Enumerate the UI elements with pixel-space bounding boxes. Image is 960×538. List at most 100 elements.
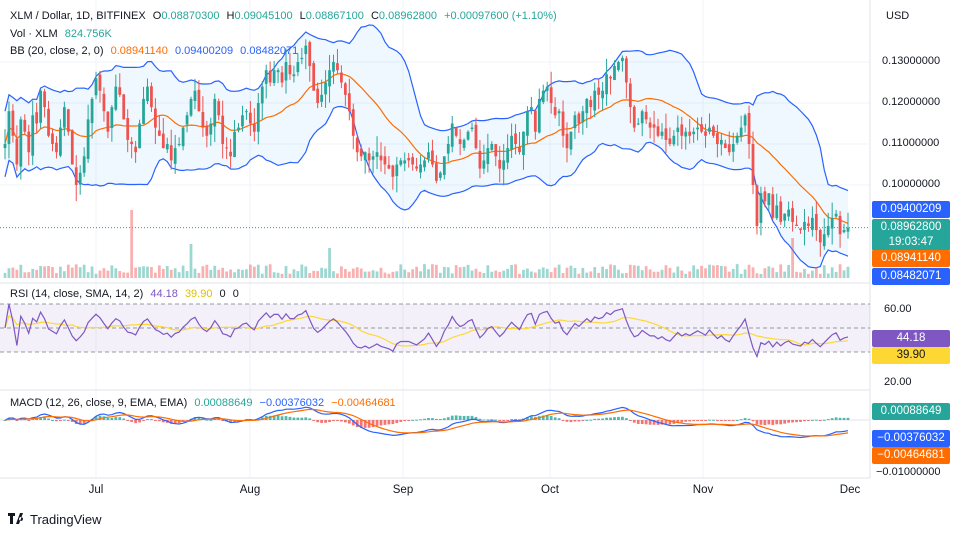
rsi-tag: 44.18 <box>872 330 950 347</box>
candle-body <box>387 164 391 169</box>
candle-body <box>134 146 137 153</box>
macd-hist-bar <box>233 420 236 422</box>
candle-body <box>142 98 145 124</box>
candle-body <box>316 88 320 103</box>
macd-hist-bar <box>27 420 31 421</box>
rsi-tick-0: 60.00 <box>884 303 912 315</box>
volume-bar <box>755 273 759 278</box>
volume-bar <box>118 271 122 278</box>
close-label: C <box>370 10 379 22</box>
candle-body <box>533 110 537 132</box>
volume-label[interactable]: Vol · XLM <box>10 28 58 40</box>
candle-body <box>391 165 395 177</box>
macd-hist-bar <box>142 420 145 421</box>
candle-body <box>676 127 680 132</box>
volume-bar <box>506 268 510 278</box>
volume-bar <box>146 266 149 278</box>
macd-hist-bar <box>94 416 98 420</box>
macd-hist-bar <box>593 418 597 420</box>
candle-body <box>363 152 367 161</box>
volume-bar <box>514 264 517 278</box>
macd-hist-bar <box>340 420 343 422</box>
rsi-pane <box>0 303 870 359</box>
macd-hist-bar <box>43 417 46 420</box>
candle-body <box>3 144 7 149</box>
last-price-tag: 0.08962800 <box>872 219 950 236</box>
symbol-title[interactable]: XLM / Dollar, 1D, BITFINEX <box>10 10 146 22</box>
macd-hist-bar <box>154 420 157 421</box>
candle-body <box>169 145 173 161</box>
candle-body <box>130 141 134 144</box>
candle-body <box>700 124 703 132</box>
candle-body <box>126 117 130 140</box>
candle-body <box>332 62 335 72</box>
volume-bar <box>371 270 375 278</box>
volume-bar <box>458 267 462 278</box>
macd-hist-bar <box>735 419 739 421</box>
macd-hist-bar <box>676 420 680 423</box>
volume-bar <box>478 271 482 278</box>
candle-body <box>51 133 54 144</box>
macd-hist-bar <box>296 417 300 420</box>
macd-hist-bar <box>462 416 466 420</box>
macd-hist-bar <box>795 420 798 423</box>
candle-body <box>347 93 351 112</box>
macd-label[interactable]: MACD (12, 26, close, 9, EMA, EMA) <box>10 397 188 409</box>
volume-bar <box>684 273 688 278</box>
candle-body <box>118 87 122 95</box>
candle-body <box>708 127 711 132</box>
candle-body <box>248 112 252 124</box>
macd-hist-bar <box>15 420 19 421</box>
macd-hist-bar <box>114 417 118 420</box>
volume-bar <box>280 273 284 278</box>
candle-body <box>589 100 593 108</box>
macd-hist-bar <box>763 420 767 426</box>
bollinger-bands <box>0 24 870 269</box>
macd-hist-bar <box>601 418 605 420</box>
candle-body <box>818 229 822 243</box>
candle-body <box>759 193 763 223</box>
macd-hist-bar <box>260 417 264 420</box>
candle-body <box>296 62 300 73</box>
rsi-label[interactable]: RSI (14, close, SMA, 14, 2) <box>10 288 144 300</box>
volume-bar <box>411 269 415 278</box>
candle-body <box>498 159 502 169</box>
macd-hist-bar <box>605 417 608 420</box>
candle-body <box>355 137 359 153</box>
bb-upper-tag: 0.09400209 <box>872 201 950 218</box>
volume-bar <box>173 268 177 278</box>
volume-bar <box>181 265 185 278</box>
volume-bar <box>803 268 806 278</box>
volume-bar <box>27 272 31 278</box>
macd-hist-bar <box>415 419 418 421</box>
candle-body <box>23 119 27 132</box>
volume-bar <box>367 271 371 278</box>
rsi-line <box>4 303 849 359</box>
candle-body <box>454 127 458 136</box>
bb-label[interactable]: BB (20, close, 2, 0) <box>10 45 104 57</box>
macd-hist-bar <box>308 418 312 420</box>
candle-body <box>336 63 339 71</box>
volume-bar <box>193 268 197 278</box>
volume-bar <box>510 264 513 278</box>
macd-hist-bar <box>431 418 434 420</box>
candle-body <box>672 135 676 145</box>
bb-basis-tag: 0.08941140 <box>872 250 950 267</box>
macd-hist-bar <box>557 418 561 420</box>
tradingview-brand[interactable]: TradingView <box>8 512 102 527</box>
macd-hist-bar <box>648 420 652 425</box>
macd-hist-bar <box>284 416 288 420</box>
candle-body <box>565 133 569 149</box>
volume-bar <box>605 269 608 278</box>
candle-body <box>106 111 110 132</box>
volume-bar <box>807 273 810 278</box>
volume-bar <box>304 266 308 278</box>
macd-hist-bar <box>498 420 502 421</box>
candle-body <box>731 144 735 152</box>
candle-body <box>490 144 494 150</box>
candle-body <box>138 123 141 149</box>
volume-bar <box>664 265 668 278</box>
candle-body <box>340 72 343 83</box>
macd-hist-bar <box>371 420 375 428</box>
volume-bar <box>723 266 727 278</box>
